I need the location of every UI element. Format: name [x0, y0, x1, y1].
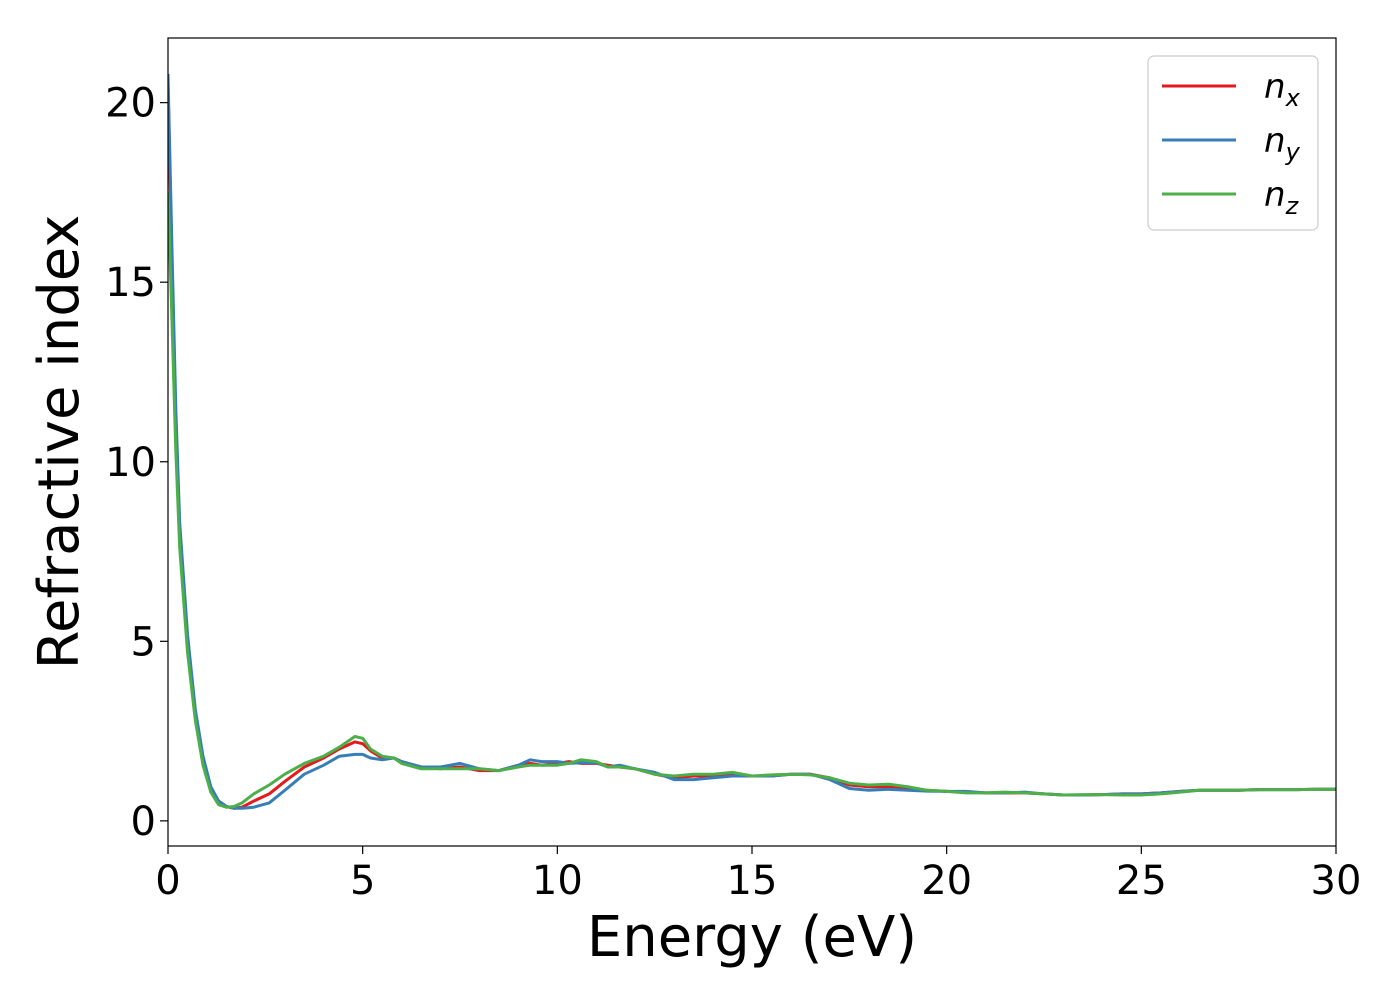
y-tick-label: 10 — [105, 440, 156, 486]
series-layer — [168, 73, 1336, 810]
legend-label-z: nz — [1264, 175, 1300, 220]
legend-label-subscript: z — [1285, 192, 1300, 220]
legend-box — [1147, 55, 1319, 231]
legend-label-base: n — [1264, 121, 1286, 161]
x-tick-label: 5 — [350, 858, 375, 904]
series-line-z — [168, 192, 1336, 809]
x-tick-label: 10 — [532, 858, 583, 904]
y-tick-label: 15 — [105, 260, 156, 306]
x-tick-label: 15 — [727, 858, 778, 904]
y-axis-ticks: 0 5 10 15 20 — [105, 81, 168, 845]
legend-label-base: n — [1264, 67, 1286, 107]
legend-label-base: n — [1264, 175, 1286, 215]
x-axis-label: Energy (eV) — [587, 905, 917, 970]
y-tick-label: 5 — [131, 619, 156, 665]
x-tick-label: 25 — [1116, 858, 1167, 904]
legend-label-subscript: x — [1285, 84, 1301, 112]
x-tick-label: 20 — [921, 858, 972, 904]
y-tick-label: 20 — [105, 81, 156, 127]
y-tick-label: 0 — [131, 799, 156, 845]
x-tick-label: 30 — [1311, 858, 1362, 904]
y-axis-label: Refractive index — [27, 215, 92, 670]
legend-label-x: nx — [1264, 67, 1301, 112]
legend-label-y: ny — [1264, 121, 1301, 166]
x-tick-label: 0 — [155, 858, 180, 904]
x-axis-ticks: 0 5 10 15 20 25 30 — [155, 846, 1361, 904]
legend-label-subscript: y — [1285, 138, 1301, 166]
